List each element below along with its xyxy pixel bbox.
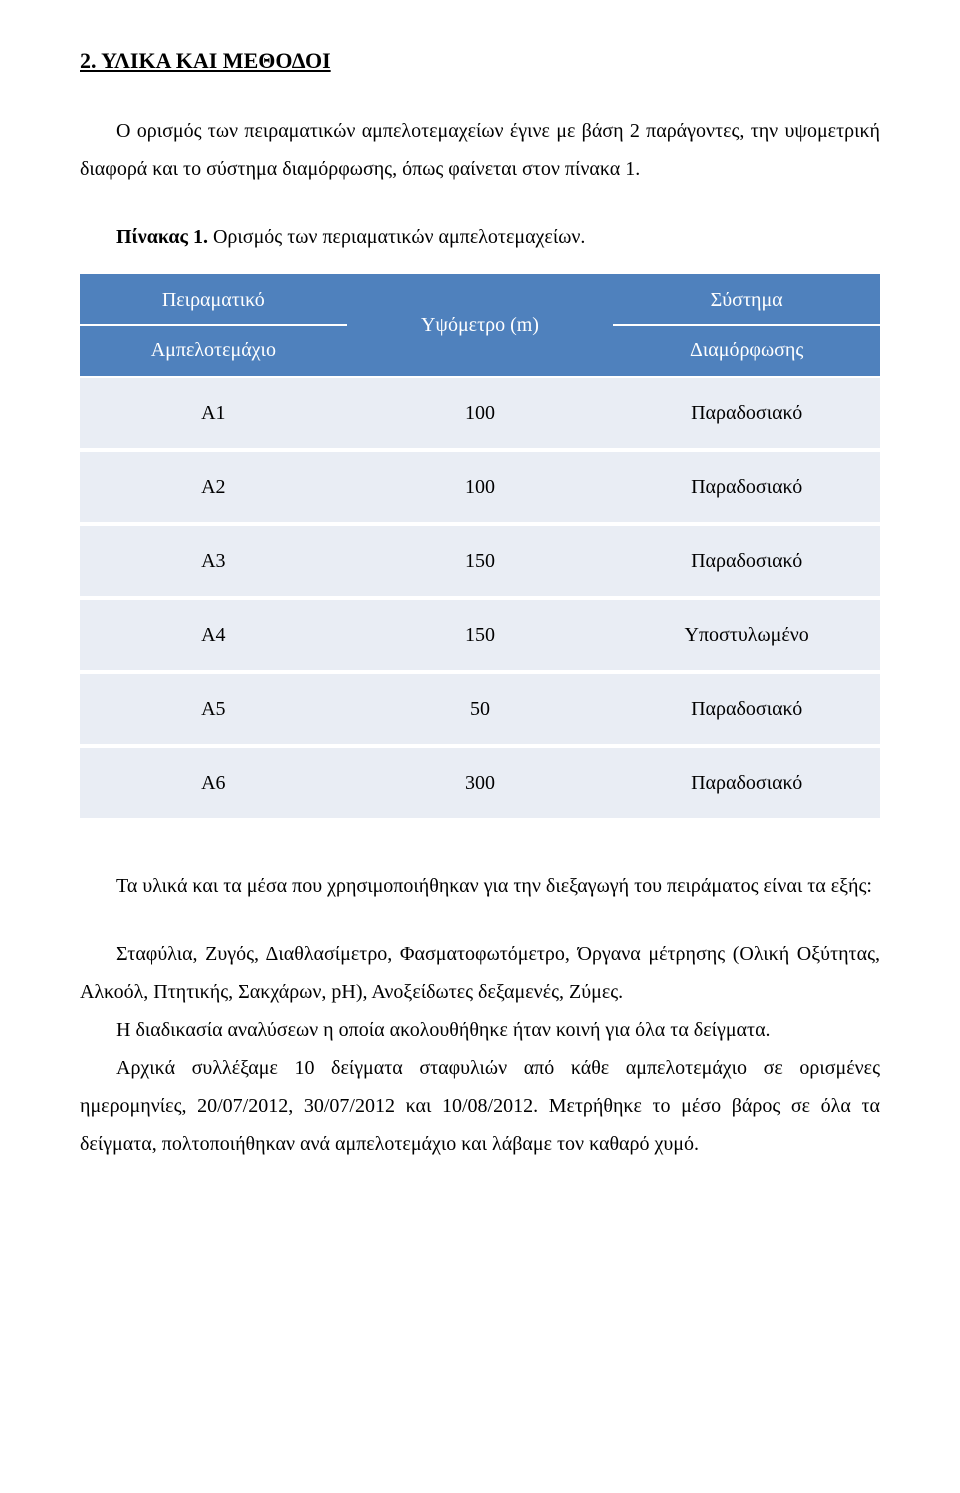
- cell-plot: A1: [80, 377, 347, 450]
- procedure-detail: Αρχικά συλλέξαμε 10 δείγματα σταφυλιών α…: [80, 1049, 880, 1163]
- table-row: A2 100 Παραδοσιακό: [80, 450, 880, 524]
- table-caption: Πίνακας 1. Ορισμός των περιαματικών αμπε…: [80, 218, 880, 256]
- table-row: A1 100 Παραδοσιακό: [80, 377, 880, 450]
- cell-system: Παραδοσιακό: [613, 524, 880, 598]
- table-row: A5 50 Παραδοσιακό: [80, 672, 880, 746]
- cell-altitude: 100: [347, 377, 614, 450]
- cell-plot: A3: [80, 524, 347, 598]
- vineyard-table: Πειραματικό Αμπελοτεμάχιο Υψόμετρο (m) Σ…: [80, 274, 880, 822]
- cell-system: Υποστυλωμένο: [613, 598, 880, 672]
- cell-plot: A2: [80, 450, 347, 524]
- cell-altitude: 150: [347, 598, 614, 672]
- materials-list: Σταφύλια, Ζυγός, Διαθλασίμετρο, Φασματοφ…: [80, 935, 880, 1011]
- header-col-plot-top: Πειραματικό: [80, 286, 347, 326]
- cell-altitude: 100: [347, 450, 614, 524]
- cell-system: Παραδοσιακό: [613, 377, 880, 450]
- cell-system: Παραδοσιακό: [613, 672, 880, 746]
- intro-paragraph: Ο ορισμός των πειραματικών αμπελοτεμαχεί…: [80, 112, 880, 188]
- cell-plot: A4: [80, 598, 347, 672]
- table-row: A6 300 Παραδοσιακό: [80, 746, 880, 820]
- header-col-plot-bottom: Αμπελοτεμάχιο: [88, 336, 339, 364]
- cell-plot: A6: [80, 746, 347, 820]
- procedure-common: Η διαδικασία αναλύσεων η οποία ακολουθήθ…: [80, 1011, 880, 1049]
- cell-altitude: 150: [347, 524, 614, 598]
- table-row: A3 150 Παραδοσιακό: [80, 524, 880, 598]
- header-col-system: Σύστημα Διαμόρφωσης: [613, 274, 880, 377]
- cell-plot: A5: [80, 672, 347, 746]
- table-body: A1 100 Παραδοσιακό A2 100 Παραδοσιακό A3…: [80, 377, 880, 820]
- cell-altitude: 300: [347, 746, 614, 820]
- header-col-altitude: Υψόμετρο (m): [347, 274, 614, 377]
- header-col-plot: Πειραματικό Αμπελοτεμάχιο: [80, 274, 347, 377]
- header-col-system-top: Σύστημα: [613, 286, 880, 326]
- table-caption-label: Πίνακας 1.: [116, 226, 208, 248]
- header-col-system-bottom: Διαμόρφωσης: [621, 336, 872, 364]
- cell-system: Παραδοσιακό: [613, 746, 880, 820]
- cell-altitude: 50: [347, 672, 614, 746]
- section-heading: 2. ΥΛΙΚΑ ΚΑΙ ΜΕΘΟΔΟΙ: [80, 40, 880, 82]
- table-caption-text: Ορισμός των περιαματικών αμπελοτεμαχείων…: [208, 226, 585, 248]
- table-header-row: Πειραματικό Αμπελοτεμάχιο Υψόμετρο (m) Σ…: [80, 274, 880, 377]
- materials-intro: Τα υλικά και τα μέσα που χρησιμοποιήθηκα…: [80, 867, 880, 905]
- table-row: A4 150 Υποστυλωμένο: [80, 598, 880, 672]
- cell-system: Παραδοσιακό: [613, 450, 880, 524]
